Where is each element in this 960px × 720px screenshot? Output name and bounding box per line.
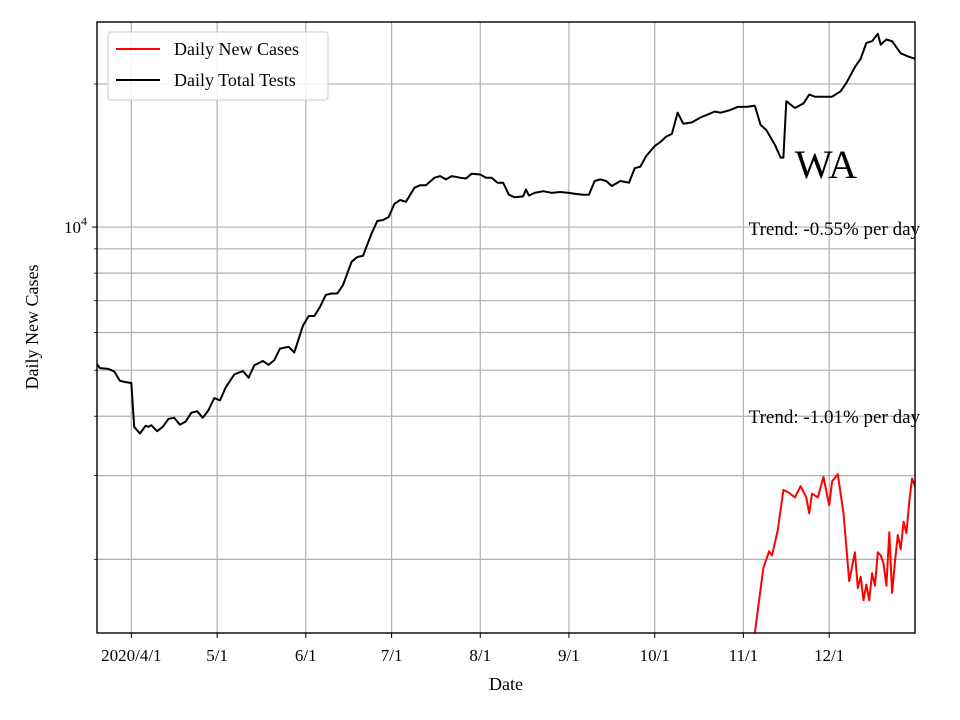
state-label: WA bbox=[795, 142, 857, 187]
x-tick-label: 12/1 bbox=[814, 646, 844, 665]
x-tick-label: 11/1 bbox=[729, 646, 759, 665]
legend-box bbox=[107, 31, 329, 101]
y-tick-base: 10 bbox=[64, 218, 81, 237]
y-axis-label: Daily New Cases bbox=[22, 265, 42, 390]
trend-tests-annotation: Trend: -0.55% per day bbox=[749, 219, 921, 240]
series-line-daily-total-tests bbox=[97, 32, 915, 435]
series-line-daily-new-cases bbox=[753, 473, 915, 633]
x-tick-label: 7/1 bbox=[381, 646, 403, 665]
axis-ticks: 2020/4/1 5/1 6/1 7/1 8/1 9/1 10/1 11/1 12/1 104 bbox=[64, 83, 844, 665]
x-tick-label: 10/1 bbox=[640, 646, 670, 665]
plot-frame bbox=[96, 21, 916, 634]
grid-lines bbox=[97, 22, 915, 633]
legend-label-daily-new-cases: Daily New Cases bbox=[174, 39, 299, 59]
x-tick-label: 2020/4/1 bbox=[101, 646, 161, 665]
data-series bbox=[97, 32, 915, 633]
trend-cases-annotation: Trend: -1.01% per day bbox=[749, 407, 921, 428]
x-tick-label: 9/1 bbox=[558, 646, 580, 665]
x-axis-label: Date bbox=[489, 674, 523, 694]
x-tick-label: 5/1 bbox=[206, 646, 228, 665]
legend-label-daily-total-tests: Daily Total Tests bbox=[174, 70, 296, 90]
x-tick-label: 6/1 bbox=[295, 646, 317, 665]
y-tick-exponent: 4 bbox=[81, 214, 87, 228]
x-tick-label: 8/1 bbox=[469, 646, 491, 665]
legend: Daily New Cases Daily Total Tests bbox=[107, 31, 329, 101]
y-tick-label: 104 bbox=[64, 214, 87, 237]
